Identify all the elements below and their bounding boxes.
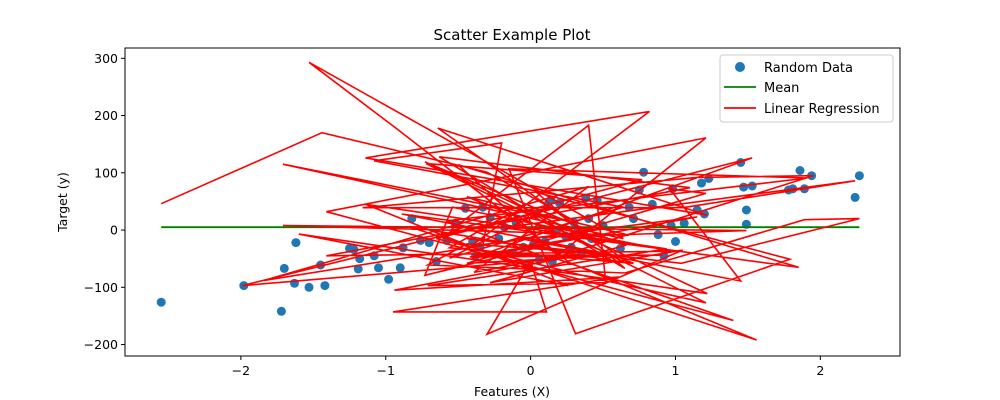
axes-frame: [124, 47, 901, 357]
axis-ticks: −2 −1 0 1 2 −200 −100 0 100 200 300: [84, 51, 825, 378]
data-point: [704, 174, 714, 183]
data-point: [384, 274, 394, 284]
x-tick-label: 2: [816, 363, 824, 378]
data-point: [671, 237, 680, 246]
y-axis-label: Target (y): [55, 172, 70, 233]
data-point: [739, 182, 749, 192]
data-point: [697, 178, 706, 188]
linear-regression-line: [160, 61, 860, 341]
data-point: [679, 218, 689, 228]
data-point: [276, 306, 286, 316]
y-tick-label: 0: [110, 223, 118, 238]
y-tick-label: 100: [94, 165, 118, 180]
plot-area: [156, 61, 864, 341]
data-point: [741, 205, 751, 215]
x-axis-label: Features (X): [474, 384, 550, 399]
x-tick-label: −1: [377, 363, 395, 378]
legend-label-random-data: Random Data: [764, 61, 853, 76]
data-point: [374, 263, 383, 273]
x-tick-label: 0: [527, 363, 535, 378]
y-tick-label: 300: [94, 51, 118, 66]
y-tick-label: −200: [84, 337, 118, 352]
data-point: [291, 238, 301, 248]
legend-box: [719, 54, 894, 123]
data-point: [156, 297, 166, 307]
data-point: [854, 171, 864, 181]
legend-marker-random-data: [735, 62, 745, 72]
data-point: [353, 264, 363, 274]
data-point: [653, 230, 663, 240]
data-point: [747, 181, 757, 191]
data-point: [795, 166, 805, 175]
legend-label-linear-regression: Linear Regression: [764, 102, 880, 117]
y-tick-label: −100: [84, 280, 118, 295]
data-point: [850, 192, 860, 202]
y-tick-label: 200: [94, 108, 118, 123]
data-point: [320, 281, 330, 291]
x-tick-label: −2: [232, 363, 250, 378]
legend: Random Data Mean Linear Regression: [719, 54, 894, 123]
data-point: [395, 263, 405, 273]
data-point: [304, 282, 314, 292]
legend-label-mean: Mean: [764, 81, 799, 96]
x-tick-label: 1: [671, 363, 679, 378]
data-point: [279, 263, 289, 273]
chart-title: Scatter Example Plot: [433, 26, 590, 44]
